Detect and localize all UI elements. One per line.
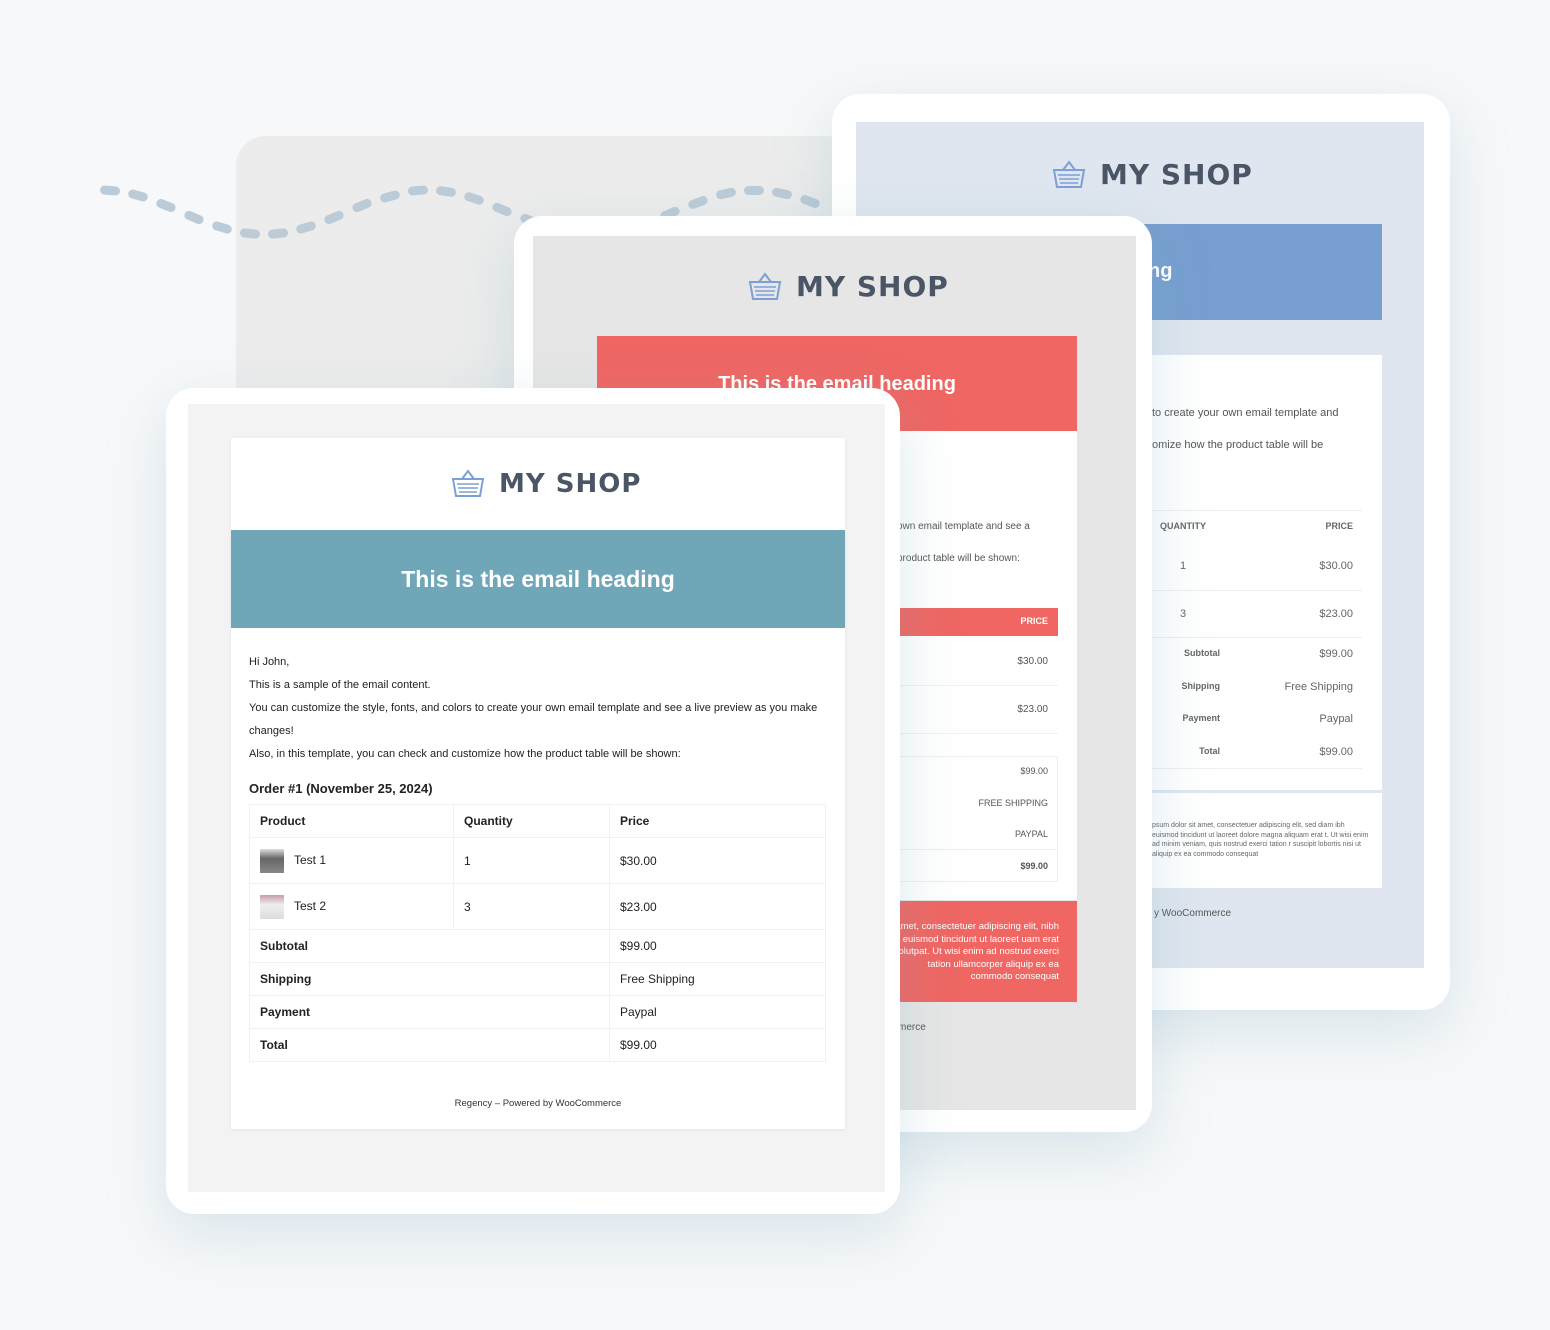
shop-name: MY SHOP: [1100, 158, 1253, 191]
total-value: $99.00: [609, 1028, 826, 1062]
order-title: Order #1 (November 25, 2024): [249, 781, 433, 796]
table-row: Test 1 1 $30.00: [249, 837, 826, 884]
total-label: Shipping: [1181, 681, 1221, 691]
body-text: omize how the product table will be: [1152, 439, 1324, 451]
table-row: Test 2 3 $23.00: [249, 883, 826, 930]
shop-logo: MY SHOP: [1052, 158, 1253, 191]
quantity: 3: [453, 883, 610, 930]
product-name: Test 2: [294, 898, 327, 913]
shop-name: MY SHOP: [499, 469, 642, 499]
shop-logo: MY SHOP: [748, 270, 949, 303]
table-header-row: Product Quantity Price: [249, 804, 826, 838]
total-value: $99.00: [609, 929, 826, 963]
wave-dash: [99, 185, 121, 197]
totals-row: Total $99.00: [249, 1028, 826, 1062]
wave-dash: [183, 209, 205, 226]
email-preview-teal: MY SHOP This is the email heading Hi Joh…: [166, 388, 900, 1214]
payment-value: PAYPAL: [1014, 829, 1048, 839]
total-value: $99.00: [1319, 746, 1353, 758]
wave-dash: [127, 188, 149, 203]
total-label: Shipping: [249, 962, 610, 996]
quantity: 1: [453, 837, 610, 884]
total-value: $99.00: [1020, 861, 1048, 871]
column-header: PRICE: [1325, 521, 1353, 531]
footer-text: amet, consectetuer adipiscing elit, nibh…: [893, 921, 1059, 982]
total-label: Subtotal: [249, 929, 610, 963]
price: $30.00: [609, 837, 826, 884]
qty: 3: [1180, 608, 1187, 620]
column-header: Product: [249, 804, 454, 838]
product-name: Test 1: [294, 852, 327, 867]
price: $23.00: [1017, 704, 1048, 715]
body-text: product table will be shown:: [897, 553, 1020, 564]
powered-by: Regency – Powered by WooCommerce: [454, 1098, 622, 1109]
shop-logo: MY SHOP: [451, 468, 641, 500]
column-header: PRICE: [877, 608, 1058, 636]
price: $23.00: [1319, 608, 1353, 620]
price: $30.00: [1017, 656, 1048, 667]
total-value: Paypal: [609, 995, 826, 1029]
email-heading-band: This is the email heading: [231, 530, 845, 628]
body-text: own email template and see a: [897, 521, 1030, 532]
totals-row: Payment Paypal: [249, 995, 826, 1029]
basket-icon: [1052, 159, 1086, 188]
basket-icon: [451, 469, 485, 497]
product-thumbnail: [260, 894, 284, 919]
column-header: Quantity: [453, 804, 610, 838]
total-label: Subtotal: [1184, 648, 1220, 658]
total-value: Free Shipping: [1284, 681, 1354, 693]
email-heading: This is the email heading: [401, 566, 675, 592]
powered-by: merce: [898, 1022, 926, 1033]
wave-dash: [155, 197, 177, 214]
email-body: MY SHOP This is the email heading Hi Joh…: [231, 438, 845, 1129]
wave-dash: [743, 185, 765, 196]
order-table: Product Quantity Price Test 1 1 $30.00 T…: [249, 804, 826, 1062]
shop-name: MY SHOP: [796, 270, 949, 303]
price: $23.00: [609, 883, 826, 930]
body-text: This is a sample of the email content.: [249, 679, 431, 691]
total-label: Total: [1199, 746, 1220, 756]
shipping-value: FREE SHIPPING: [978, 798, 1048, 808]
powered-by: y WooCommerce: [1154, 908, 1232, 919]
basket-icon: [748, 271, 782, 300]
total-value: $99.00: [1319, 648, 1353, 660]
column-header: Price: [609, 804, 826, 838]
qty: 1: [1180, 560, 1187, 572]
total-value: Free Shipping: [609, 962, 826, 996]
wave-dash: [211, 220, 233, 235]
body-text: Also, in this template, you can check an…: [249, 748, 681, 760]
body-text: You can customize the style, fonts, and …: [249, 702, 818, 737]
footer-text: psum dolor sit amet, consectetuer adipis…: [1152, 822, 1369, 858]
total-label: Payment: [1182, 713, 1220, 723]
total-label: Payment: [249, 995, 610, 1029]
column-header: QUANTITY: [1160, 521, 1206, 531]
email-text: Hi John, This is a sample of the email c…: [249, 651, 829, 766]
greeting: Hi John,: [249, 656, 290, 668]
subtotal-value: $99.00: [1020, 766, 1048, 776]
total-label: Total: [249, 1028, 610, 1062]
product-thumbnail: [260, 848, 284, 873]
total-value: Paypal: [1319, 713, 1353, 725]
body-text: to create your own email template and: [1152, 407, 1339, 419]
totals-row: Shipping Free Shipping: [249, 962, 826, 996]
email-heading: ng: [1148, 260, 1173, 282]
price: $30.00: [1319, 560, 1353, 572]
totals-row: Subtotal $99.00: [249, 929, 826, 963]
